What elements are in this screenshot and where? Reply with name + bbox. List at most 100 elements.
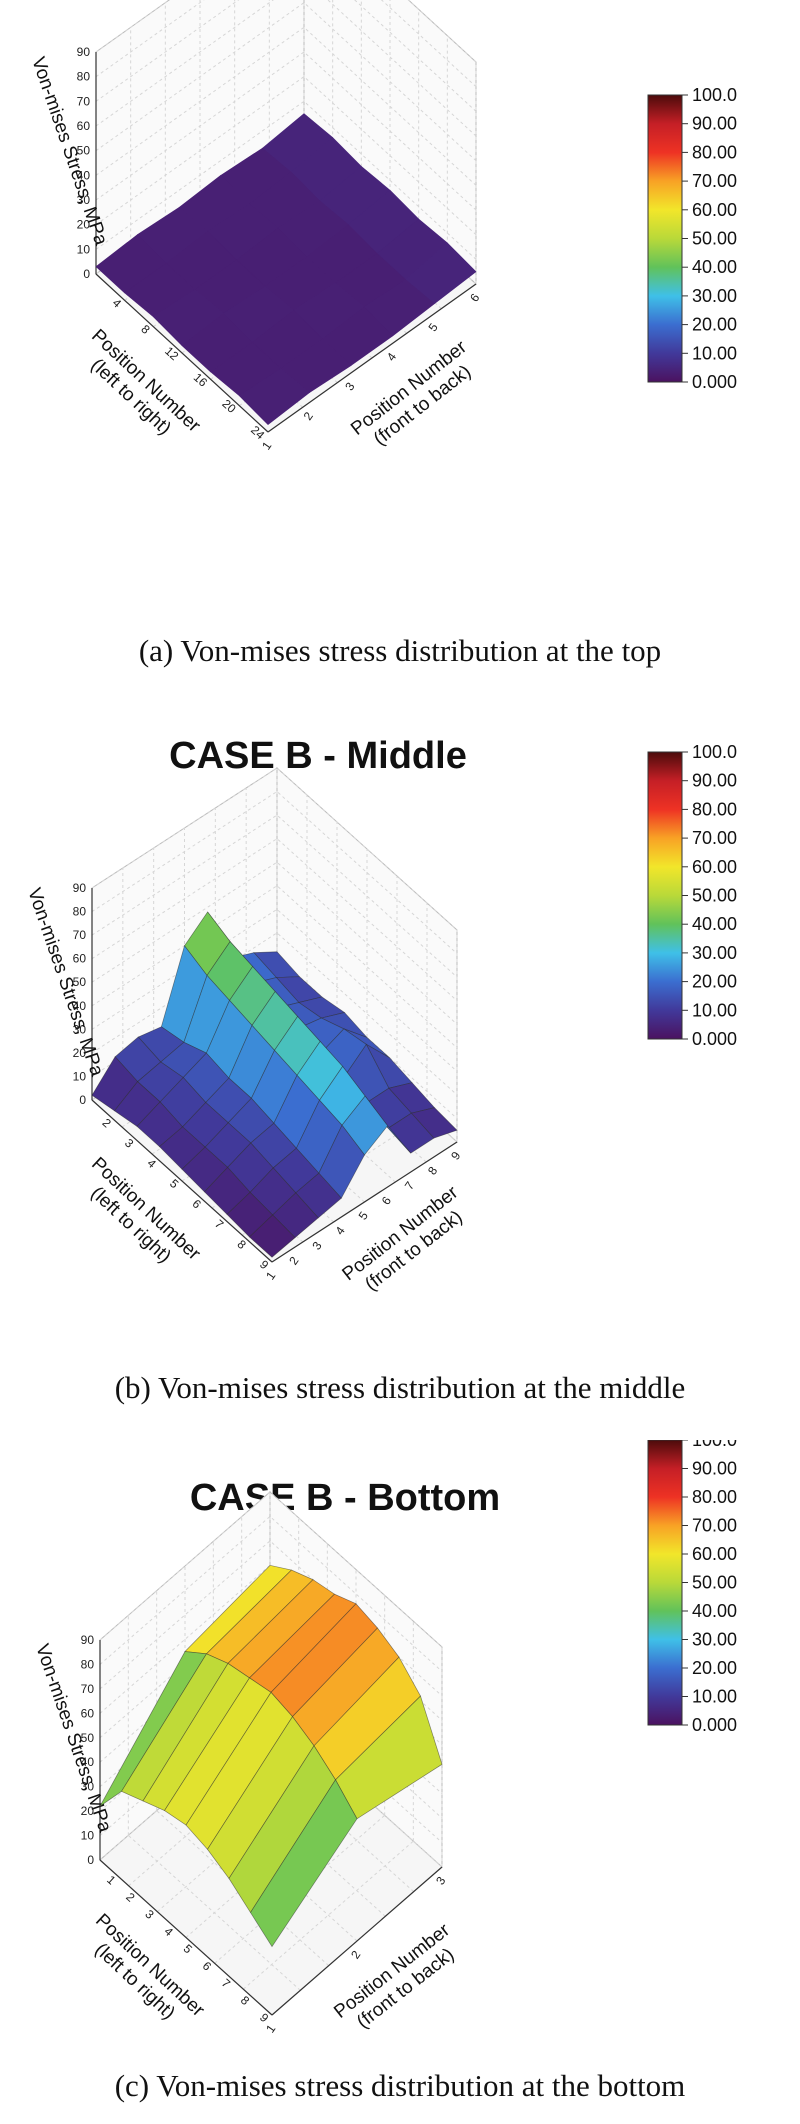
grid-z-line xyxy=(91,932,458,1096)
z-tick-label: 60 xyxy=(81,1706,95,1720)
grid-z-line xyxy=(99,1515,443,1672)
grid-z-line xyxy=(91,861,458,1025)
colorbar-label: 100.0 xyxy=(692,85,737,105)
chart-panel-top: CASE B - Top0102030405060708090Von-mises… xyxy=(0,0,800,500)
grid-z-line xyxy=(95,0,477,63)
z-tick-label: 20 xyxy=(81,1804,95,1818)
x-tick-label: 9 xyxy=(257,2010,272,2025)
grid-z-line xyxy=(95,0,477,137)
z-tick-label: 40 xyxy=(77,168,91,182)
surface-chart-bottom: CASE B - Bottom0102030405060708090Von-mi… xyxy=(31,1440,737,2036)
x-tick-label: 5 xyxy=(167,1176,182,1191)
surface-cell xyxy=(248,1214,296,1258)
colorbar-label: 50.00 xyxy=(692,1573,737,1593)
colorbar-label: 100.0 xyxy=(692,1440,737,1450)
x-tick-label: 6 xyxy=(200,1959,215,1974)
grid-z-line xyxy=(91,908,458,1072)
colorbar-label: 40.00 xyxy=(692,1601,737,1621)
caption-bottom: (c) Von-mises stress distribution at the… xyxy=(114,2068,686,2103)
surface-cell xyxy=(250,1779,358,1948)
y-tick-label: 3 xyxy=(309,1239,324,1253)
surface xyxy=(99,1564,443,1948)
x-tick-label: 8 xyxy=(235,1237,250,1252)
x-tick-label: 2 xyxy=(123,1890,138,1905)
y-axis-line xyxy=(271,1141,458,1263)
x-tick-label: 2 xyxy=(100,1116,115,1131)
z-tick-label: 20 xyxy=(77,218,91,232)
y-tick-label: 5 xyxy=(356,1209,371,1223)
surface xyxy=(91,911,458,1258)
colorbar-label: 50.00 xyxy=(692,886,737,906)
colorbar-label: 50.00 xyxy=(692,229,737,249)
grid-z-line xyxy=(95,0,477,112)
colorbar-gradient xyxy=(647,751,683,1040)
y-axis-line xyxy=(271,1866,443,2016)
x-tick-label: 4 xyxy=(145,1156,160,1171)
colorbar-label: 60.00 xyxy=(692,1544,737,1564)
x-tick-label: 6 xyxy=(190,1197,205,1212)
colorbar-label: 20.00 xyxy=(692,972,737,992)
surface-chart-top: CASE B - Top0102030405060708090Von-mises… xyxy=(27,0,737,453)
colorbar-label: 10.00 xyxy=(692,1687,737,1707)
colorbar-label: 20.00 xyxy=(692,1658,737,1678)
colorbar-label: 80.00 xyxy=(692,799,737,819)
x-tick-label: 9 xyxy=(257,1257,272,1272)
colorbar-label: 70.00 xyxy=(692,828,737,848)
colorbar-label: 100.0 xyxy=(692,742,737,762)
colorbar-label: 0.000 xyxy=(692,1029,737,1049)
grid-z-line xyxy=(91,838,458,1002)
y-tick-label: 2 xyxy=(348,1948,363,1962)
colorbar-label: 90.00 xyxy=(692,114,737,134)
chart-title: CASE B - Middle xyxy=(169,735,467,777)
colorbar-label: 0.000 xyxy=(692,1715,737,1735)
z-tick-label: 80 xyxy=(77,70,91,84)
x-axis-line xyxy=(95,273,269,433)
grid-z-line xyxy=(91,885,458,1049)
grid-z-line xyxy=(95,0,477,88)
z-tick-label: 50 xyxy=(73,975,87,989)
colorbar-gradient xyxy=(647,94,683,383)
chart-panel-bottom: CASE B - Bottom 0 10 20 30 40 50 60 70 80 90 Von-mi… xyxy=(0,1440,800,2080)
x-axis-line xyxy=(99,1859,273,2016)
y-tick-label: 5 xyxy=(425,320,440,334)
grid-floor-line xyxy=(214,1814,385,1964)
colorbar-label: 60.00 xyxy=(692,200,737,220)
y-tick-label: 1 xyxy=(263,1269,278,1283)
z-tick-label: 10 xyxy=(73,1069,87,1083)
x-tick-label: 3 xyxy=(142,1907,157,1922)
y-tick-label: 1 xyxy=(263,2022,278,2036)
colorbar-label: 10.00 xyxy=(692,343,737,363)
caption-middle: (b) Von-mises stress distribution at the… xyxy=(114,1370,686,1405)
y-tick-label: 4 xyxy=(384,350,399,364)
z-tick-label: 50 xyxy=(77,144,91,158)
y-tick-label: 3 xyxy=(433,1874,448,1888)
z-tick-label: 70 xyxy=(73,928,87,942)
z-tick-label: 0 xyxy=(79,1093,86,1107)
x-tick-label: 4 xyxy=(110,296,125,311)
x-tick-label: 4 xyxy=(161,1924,176,1939)
z-tick-label: 40 xyxy=(81,1755,95,1769)
z-tick-label: 40 xyxy=(73,999,87,1013)
colorbar-label: 10.00 xyxy=(692,1000,737,1020)
y-tick-label: 3 xyxy=(342,379,357,393)
colorbar: 100.0 90.00 80.00 70.00 60.00 50.00 40.00 30.00… xyxy=(647,742,737,1049)
y-tick-label: 4 xyxy=(332,1224,347,1238)
colorbar-label: 20.00 xyxy=(692,315,737,335)
x-tick-label: 1 xyxy=(104,1873,119,1888)
y-axis-line xyxy=(267,283,477,433)
z-tick-label: 90 xyxy=(73,881,87,895)
colorbar-label: 30.00 xyxy=(692,943,737,963)
colorbar-label: 70.00 xyxy=(692,1516,737,1536)
z-tick-label: 60 xyxy=(77,119,91,133)
colorbar-label: 80.00 xyxy=(692,142,737,162)
chart-panel-middle: CASE B - Middle 0 10 20 30 40 50 60 70 80 90 Von-mi… xyxy=(0,700,800,1330)
x-tick-label: 8 xyxy=(238,1993,253,2008)
colorbar: 100.0 90.00 80.00 70.00 60.00 50.00 40.00 30.00… xyxy=(647,85,737,392)
z-tick-label: 50 xyxy=(81,1731,95,1745)
x-tick-label: 7 xyxy=(212,1217,227,1232)
colorbar-label: 40.00 xyxy=(692,257,737,277)
y-tick-label: 1 xyxy=(259,439,274,453)
colorbar-label: 70.00 xyxy=(692,171,737,191)
y-tick-label: 2 xyxy=(301,409,316,423)
y-tick-label: 8 xyxy=(425,1164,440,1178)
